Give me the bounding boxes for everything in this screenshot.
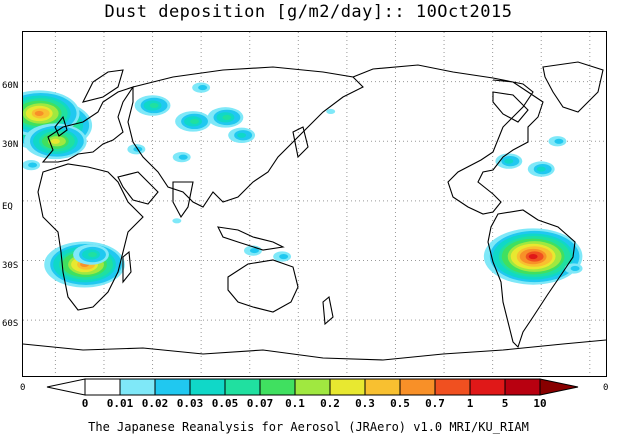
colorbar-tick-label: 0.02 xyxy=(141,397,169,410)
colorbar-tick-label: 0.07 xyxy=(246,397,274,410)
colorbar-tick-label: 0.7 xyxy=(425,397,445,410)
coast-europe xyxy=(41,85,135,163)
dust-contour-gobi xyxy=(222,114,232,120)
colorbar-tick-label: 0 xyxy=(81,397,89,410)
lat-label-eq: EQ xyxy=(2,202,13,212)
colorbar-box xyxy=(189,378,226,396)
coast-north-america xyxy=(352,64,544,215)
colorbar-box xyxy=(329,378,366,396)
colorbar-box xyxy=(469,378,506,396)
colorbar-box xyxy=(504,378,541,396)
coastlines xyxy=(23,61,606,361)
colorbar-tick-label: 0.5 xyxy=(390,397,410,410)
dust-contour-south-atlantic-plume xyxy=(570,265,580,272)
dust-contour-central-asia xyxy=(149,102,159,109)
dust-contour-iberia xyxy=(34,110,44,116)
dust-contour-east-china xyxy=(237,132,247,138)
dust-deposition-field xyxy=(23,82,583,288)
colorbar-box xyxy=(84,378,121,396)
dust-contour-australia-east xyxy=(279,253,289,260)
colorbar-tick-label: 0.03 xyxy=(176,397,204,410)
colorbar-box xyxy=(434,378,471,396)
dust-contour-gulf-mexico xyxy=(504,158,514,164)
dust-contour-siberia xyxy=(198,85,208,91)
colorbar-box xyxy=(224,378,261,396)
colorbar-left-arrow xyxy=(46,378,86,396)
dust-contour-india xyxy=(178,154,188,160)
dust-contour-north-pacific xyxy=(326,108,336,115)
colorbar-tick-label: 0.3 xyxy=(355,397,375,410)
colorbar-right-arrow xyxy=(539,378,579,396)
coast-indonesia xyxy=(217,226,285,251)
colorbar-box xyxy=(364,378,401,396)
corner-left-label: 0 xyxy=(20,383,26,393)
coast-australia xyxy=(227,259,299,313)
colorbar xyxy=(46,378,579,396)
coast-africa xyxy=(37,163,144,311)
world-map xyxy=(23,32,606,376)
coast-new-zealand xyxy=(322,295,334,326)
dust-contour-caribbean xyxy=(536,166,546,172)
lat-label-30n: 30N xyxy=(2,140,19,150)
lat-label-30s: 30S xyxy=(2,261,19,271)
coast-arabia xyxy=(117,171,159,205)
map-panel xyxy=(22,31,607,377)
colorbar-tick-label: 5 xyxy=(501,397,509,410)
coast-asia xyxy=(127,66,364,208)
colorbar-box xyxy=(399,378,436,396)
colorbar-boxes xyxy=(46,378,579,396)
dust-contour-sahel xyxy=(28,162,38,168)
lat-lon-grid xyxy=(23,32,606,376)
coast-uk xyxy=(54,115,68,137)
dust-contour-atlantic xyxy=(554,138,564,144)
colorbar-box xyxy=(259,378,296,396)
coast-south-america xyxy=(487,209,576,349)
colorbar-box xyxy=(119,378,156,396)
colorbar-tick-label: 0.1 xyxy=(285,397,305,410)
dust-contour-australia-west xyxy=(249,248,259,254)
footer-credit: The Japanese Reanalysis for Aerosol (JRA… xyxy=(88,420,529,434)
coast-japan xyxy=(292,126,309,159)
colorbar-box xyxy=(294,378,331,396)
dust-contour-argentina xyxy=(528,253,538,260)
colorbar-tick-label: 0.01 xyxy=(106,397,134,410)
colorbar-tick-label: 0.05 xyxy=(211,397,239,410)
dust-contour-taklimakan xyxy=(190,118,200,124)
coast-madagascar xyxy=(122,250,132,284)
coast-scandinavia xyxy=(81,69,124,103)
colorbar-box xyxy=(154,378,191,396)
coast-india xyxy=(172,181,194,219)
colorbar-tick-label: 10 xyxy=(533,397,547,410)
colorbar-tick-label: 0.2 xyxy=(320,397,340,410)
coast-greenland xyxy=(542,61,604,113)
colorbar-tick-label: 1 xyxy=(466,397,474,410)
corner-right-label: 0 xyxy=(603,383,609,393)
lat-label-60n: 60N xyxy=(2,81,19,91)
coast-hudson-bay xyxy=(492,91,529,123)
dust-contour-indian-ocean xyxy=(172,218,182,224)
dust-contour-north-africa xyxy=(50,138,60,144)
coast-antarctica xyxy=(23,339,606,361)
lat-label-60s: 60S xyxy=(2,319,19,329)
dust-contour-kalahari xyxy=(88,251,97,258)
map-title: Dust deposition [g/m2/day]:: 10Oct2015 xyxy=(104,2,513,22)
